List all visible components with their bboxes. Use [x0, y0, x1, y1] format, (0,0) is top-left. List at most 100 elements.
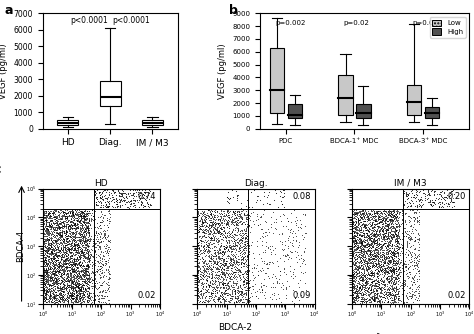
Point — [394, 234, 402, 239]
Point — [42, 266, 50, 271]
Point — [353, 227, 360, 232]
Point — [40, 259, 48, 264]
Point — [200, 248, 208, 254]
Point — [56, 225, 64, 230]
Point — [49, 210, 57, 215]
Point — [370, 210, 378, 216]
Point — [379, 253, 386, 259]
Point — [83, 248, 91, 254]
Point — [45, 232, 52, 237]
Point — [55, 261, 63, 266]
Point — [222, 222, 230, 227]
Point — [240, 292, 247, 297]
Point — [271, 197, 278, 202]
Point — [71, 287, 79, 293]
Point — [235, 225, 242, 230]
Point — [79, 252, 87, 258]
Point — [219, 295, 227, 301]
Point — [75, 218, 82, 224]
Point — [377, 245, 385, 251]
Point — [58, 234, 65, 240]
Point — [61, 230, 68, 235]
Point — [205, 221, 213, 227]
Point — [213, 228, 221, 233]
Point — [213, 225, 221, 230]
Point — [352, 283, 359, 288]
Point — [45, 244, 52, 249]
Point — [40, 259, 47, 265]
Point — [202, 219, 210, 224]
Point — [430, 199, 438, 205]
Point — [360, 278, 367, 283]
Point — [379, 234, 387, 239]
Point — [368, 228, 375, 233]
Point — [232, 233, 240, 238]
Point — [382, 253, 390, 259]
Point — [389, 297, 397, 302]
Point — [386, 291, 394, 296]
Point — [373, 271, 381, 276]
Point — [105, 204, 113, 209]
Point — [66, 224, 74, 230]
Point — [355, 218, 363, 223]
Point — [231, 249, 238, 255]
Point — [369, 232, 377, 238]
Point — [215, 230, 223, 235]
Point — [205, 273, 213, 278]
Point — [68, 268, 76, 273]
Point — [94, 242, 102, 247]
Point — [212, 244, 220, 250]
Point — [358, 256, 366, 261]
Point — [208, 245, 216, 251]
Point — [414, 268, 421, 274]
Point — [42, 278, 50, 284]
Point — [94, 198, 102, 203]
Point — [79, 245, 87, 250]
Point — [69, 288, 76, 293]
Point — [395, 222, 402, 228]
Point — [81, 213, 88, 219]
Point — [362, 254, 369, 259]
Point — [362, 221, 369, 226]
Point — [56, 273, 64, 279]
Point — [83, 208, 91, 214]
Point — [371, 231, 379, 236]
Point — [358, 277, 366, 283]
Point — [39, 259, 47, 264]
Point — [402, 271, 410, 276]
Point — [68, 208, 76, 213]
Point — [82, 267, 90, 272]
Point — [285, 218, 292, 223]
Point — [42, 226, 50, 231]
Point — [403, 241, 410, 246]
Point — [365, 260, 373, 266]
Point — [357, 258, 365, 263]
Point — [84, 228, 91, 233]
Point — [57, 257, 64, 263]
Point — [118, 190, 126, 196]
Point — [234, 248, 242, 253]
Point — [381, 239, 389, 244]
Point — [75, 254, 82, 259]
Point — [96, 222, 103, 227]
Point — [234, 240, 242, 245]
Point — [67, 280, 74, 286]
Point — [81, 215, 88, 221]
Point — [364, 227, 371, 232]
Point — [51, 238, 58, 243]
Point — [40, 230, 47, 236]
Point — [199, 293, 206, 298]
Point — [299, 212, 307, 217]
Point — [207, 230, 215, 235]
Point — [68, 294, 76, 299]
Point — [211, 227, 219, 232]
Point — [282, 272, 290, 277]
Point — [393, 238, 401, 243]
Point — [373, 210, 380, 215]
Point — [210, 264, 217, 270]
Point — [381, 296, 389, 301]
Point — [208, 253, 215, 259]
Point — [242, 279, 249, 285]
Point — [368, 221, 376, 226]
Point — [58, 234, 65, 239]
